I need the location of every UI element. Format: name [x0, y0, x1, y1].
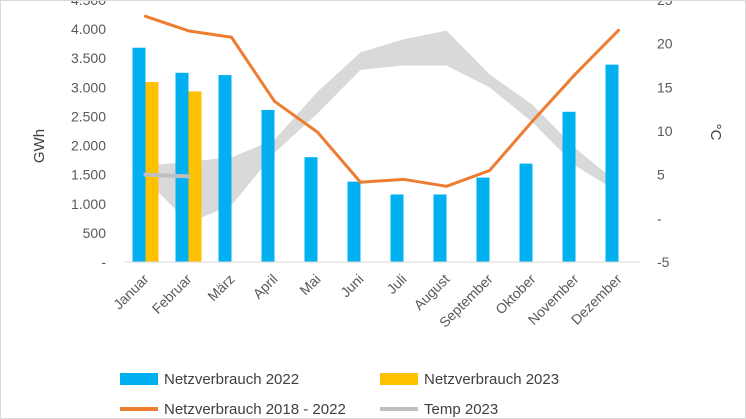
bar-1-november [562, 111, 576, 262]
line-layer [143, 14, 620, 188]
legend-label: Netzverbrauch 2018 - 2022 [164, 401, 346, 418]
y-left-tick-label: 3.000 [71, 79, 106, 95]
bar-2-januar [145, 82, 159, 263]
y-left-tick-label: 3.500 [71, 50, 106, 66]
x-tick-label: Mai [296, 271, 323, 298]
y-left-tick-label: 2.000 [71, 138, 106, 154]
legend-swatch [380, 373, 418, 385]
x-tick-label: Juli [383, 271, 409, 297]
x-tick-label: August [410, 271, 452, 313]
y-left-tick-label: 500 [83, 225, 107, 241]
bar-2-februar [188, 91, 202, 262]
bar-layer [132, 47, 619, 263]
line-series-1 [144, 14, 620, 188]
x-tick-label: Juni [337, 271, 366, 300]
legend-label: Netzverbrauch 2023 [424, 371, 559, 388]
y-right-tick-label: 25 [657, 0, 673, 8]
y-right-tick-label: 5 [657, 167, 665, 183]
legend: Netzverbrauch 2022 Netzverbrauch 2023 Netz… [120, 371, 559, 418]
y-right-tick-label: - [657, 210, 662, 226]
bar-1-januar [132, 47, 146, 263]
y-right-tick-label: 20 [657, 36, 673, 52]
x-tick-label: März [204, 271, 237, 304]
bar-1-juli [390, 194, 404, 262]
y-right-tick-label: -5 [657, 254, 670, 270]
temperature-range-band [145, 30, 619, 223]
y-left-tick-label: 4.000 [71, 21, 106, 37]
x-tick-label: Januar [110, 271, 152, 313]
bar-1-april [261, 110, 275, 262]
x-tick-label: April [249, 271, 280, 302]
y-left-tick-label: - [101, 254, 106, 270]
bar-1-september [476, 177, 490, 262]
legend-swatch [120, 373, 158, 385]
y-left-tick-label: 4.500 [71, 0, 106, 8]
line-series-2 [143, 172, 191, 179]
legend-label: Netzverbrauch 2022 [164, 371, 299, 388]
bar-1-februar [175, 72, 189, 263]
y-left-tick-label: 2.500 [71, 108, 106, 124]
bar-1-august [433, 194, 447, 262]
x-tick-label: Februar [149, 271, 195, 317]
bar-1-juni [347, 181, 361, 262]
bar-1-oktober [519, 163, 533, 262]
y-left-tick-label: 1.000 [71, 196, 106, 212]
y-right-tick-label: 15 [657, 79, 673, 95]
bar-1-dezember [605, 64, 619, 262]
legend-label: Temp 2023 [424, 401, 498, 418]
y-right-tick-label: 10 [657, 123, 673, 139]
y-left-tick-label: 1.500 [71, 167, 106, 183]
y-right-axis-title: °C [707, 124, 724, 141]
bar-1-mai [304, 157, 318, 262]
y-left-axis-title: GWh [31, 129, 48, 163]
temperature-band-layer [145, 30, 619, 223]
bar-1-märz [218, 75, 232, 263]
